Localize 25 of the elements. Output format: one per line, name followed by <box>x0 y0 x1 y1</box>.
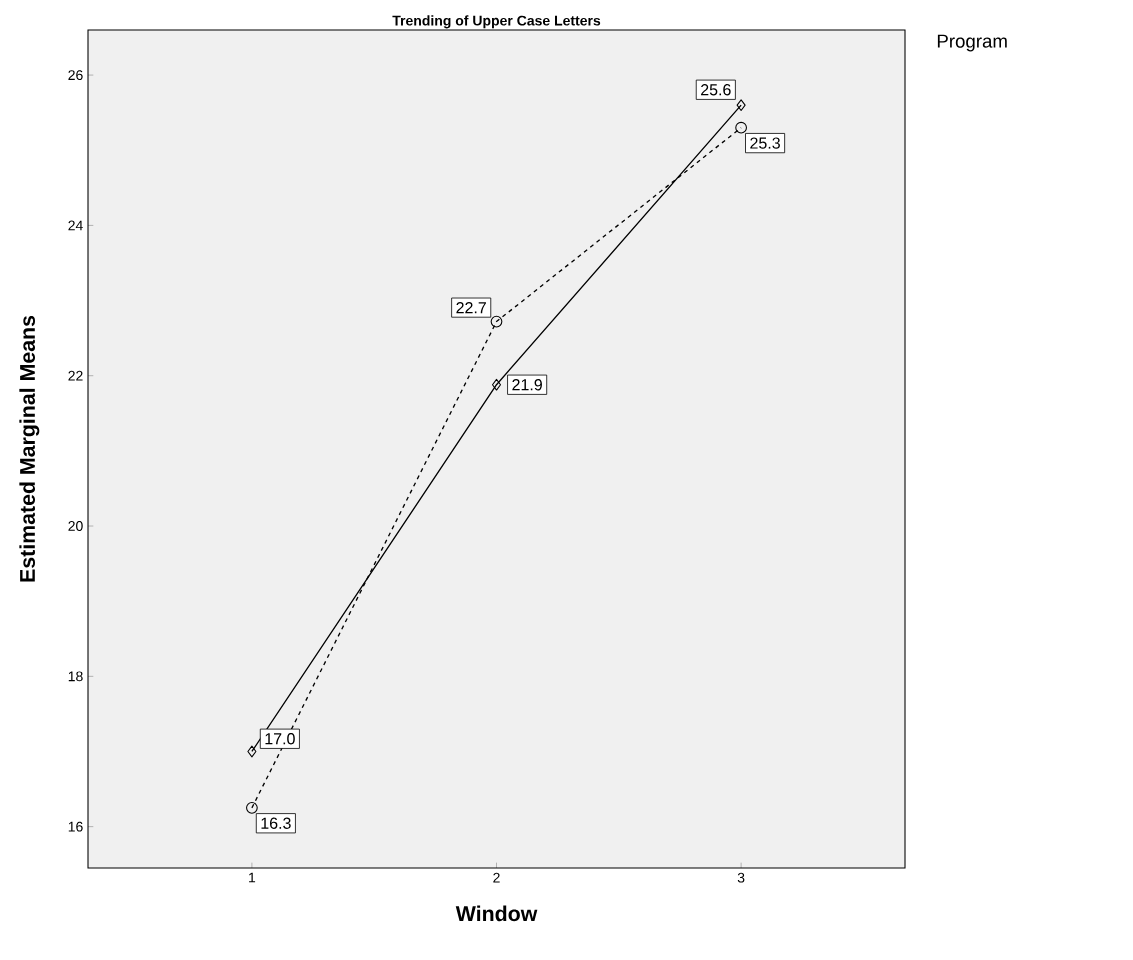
chart-title: Trending of Upper Case Letters <box>392 15 601 29</box>
y-axis-title: Estimated Marginal Means <box>19 315 40 582</box>
point <box>735 121 747 134</box>
x-axis-title: Window <box>455 905 538 922</box>
point <box>491 378 502 391</box>
y-tick-label: 26 <box>68 70 83 81</box>
y-tick-label: 18 <box>68 671 83 682</box>
data-label: 22.7 <box>456 302 486 314</box>
legend-title: Program <box>937 34 1007 52</box>
y-tick-label: 20 <box>68 521 83 531</box>
y-tick-label: 24 <box>68 220 83 231</box>
point <box>490 315 503 328</box>
point <box>736 99 746 112</box>
data-label: 17.0 <box>265 733 295 745</box>
x-tick-label: 1 <box>249 872 256 883</box>
y-tick-label: 22 <box>68 370 83 381</box>
data-label: 16.3 <box>261 817 291 829</box>
data-label: 21.9 <box>512 379 542 391</box>
point <box>247 745 257 758</box>
x-tick-label: 3 <box>737 872 745 883</box>
point <box>246 801 258 814</box>
data-label: 25.3 <box>750 137 780 149</box>
y-tick-label: 16 <box>68 821 83 832</box>
data-label: 25.6 <box>701 84 731 96</box>
x-tick-label: 2 <box>493 872 500 883</box>
